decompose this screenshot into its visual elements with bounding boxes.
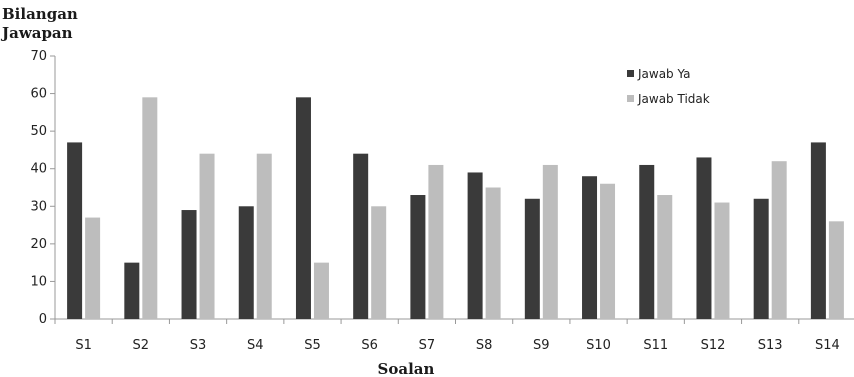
y-axis-title-line-2: Jawapan (0, 24, 73, 42)
legend-label: Jawab Tidak (637, 92, 710, 106)
y-tick-label: 10 (30, 274, 47, 289)
x-tick-label: S14 (815, 338, 840, 353)
bar-jawab-ya-s1 (67, 142, 83, 319)
y-tick-label: 20 (30, 237, 47, 252)
legend-swatch (627, 95, 634, 102)
y-tick-label: 60 (30, 87, 47, 102)
bar-jawab-ya-s3 (181, 210, 197, 319)
bar-jawab-tidak-s4 (256, 153, 272, 319)
bar-jawab-ya-s13 (753, 198, 769, 319)
x-tick-label: S1 (75, 338, 92, 353)
bar-jawab-tidak-s12 (714, 202, 730, 319)
bar-jawab-tidak-s9 (542, 164, 558, 319)
x-tick-label: S13 (758, 338, 783, 353)
bar-jawab-tidak-s1 (85, 217, 101, 319)
y-tick-label: 30 (30, 199, 47, 214)
bar-jawab-tidak-s2 (142, 97, 158, 319)
bar-jawab-tidak-s8 (485, 187, 501, 319)
x-tick-labels: S1 S2 S3 S4 S5 S6 S7 S8 S9 S10 S11 S12 S13 S14 (75, 338, 839, 353)
x-tick-label: S6 (361, 338, 378, 353)
bar-jawab-tidak-s6 (371, 206, 387, 319)
bar-jawab-tidak-s14 (828, 221, 844, 319)
bar-jawab-tidak-s5 (313, 262, 329, 319)
bar-jawab-ya-s7 (410, 195, 426, 319)
y-axis-title-line-1: Bilangan (2, 5, 78, 23)
y-tick-label: 40 (30, 162, 47, 177)
bar-jawab-ya-s11 (639, 164, 655, 319)
bar-jawab-tidak-s10 (600, 183, 616, 319)
y-tick-label: 70 (30, 49, 47, 64)
bar-jawab-tidak-s13 (771, 161, 787, 319)
x-tick-label: S2 (133, 338, 150, 353)
x-tick-label: S12 (701, 338, 726, 353)
legend-label: Jawab Ya (637, 67, 691, 81)
bar-jawab-ya-s14 (810, 142, 826, 319)
x-tick-label: S4 (247, 338, 264, 353)
bar-jawab-ya-s2 (124, 262, 140, 319)
bar-jawab-ya-s10 (582, 176, 598, 319)
y-tick-label: 50 (30, 124, 47, 139)
bar-jawab-ya-s8 (467, 172, 483, 319)
x-axis-title: Soalan (378, 360, 435, 377)
bar-jawab-ya-s9 (524, 198, 540, 319)
x-tick-label: S7 (419, 338, 436, 353)
x-tick-label: S11 (643, 338, 668, 353)
bars (67, 97, 844, 319)
x-tick-label: S3 (190, 338, 207, 353)
x-tick-label: S9 (533, 338, 550, 353)
x-tick-label: S5 (304, 338, 321, 353)
bar-jawab-tidak-s3 (199, 153, 215, 319)
x-tick-label: S10 (586, 338, 611, 353)
legend-swatch (627, 70, 634, 77)
bar-jawab-ya-s5 (295, 97, 311, 319)
bar-jawab-ya-s4 (238, 206, 254, 319)
legend: Jawab Ya Jawab Tidak (627, 67, 710, 106)
bar-jawab-ya-s12 (696, 157, 712, 319)
y-tick-label: 0 (39, 312, 47, 327)
bar-jawab-tidak-s7 (428, 164, 444, 319)
bar-jawab-tidak-s11 (657, 195, 673, 319)
x-tick-label: S8 (476, 338, 493, 353)
bar-jawab-ya-s6 (353, 153, 369, 319)
